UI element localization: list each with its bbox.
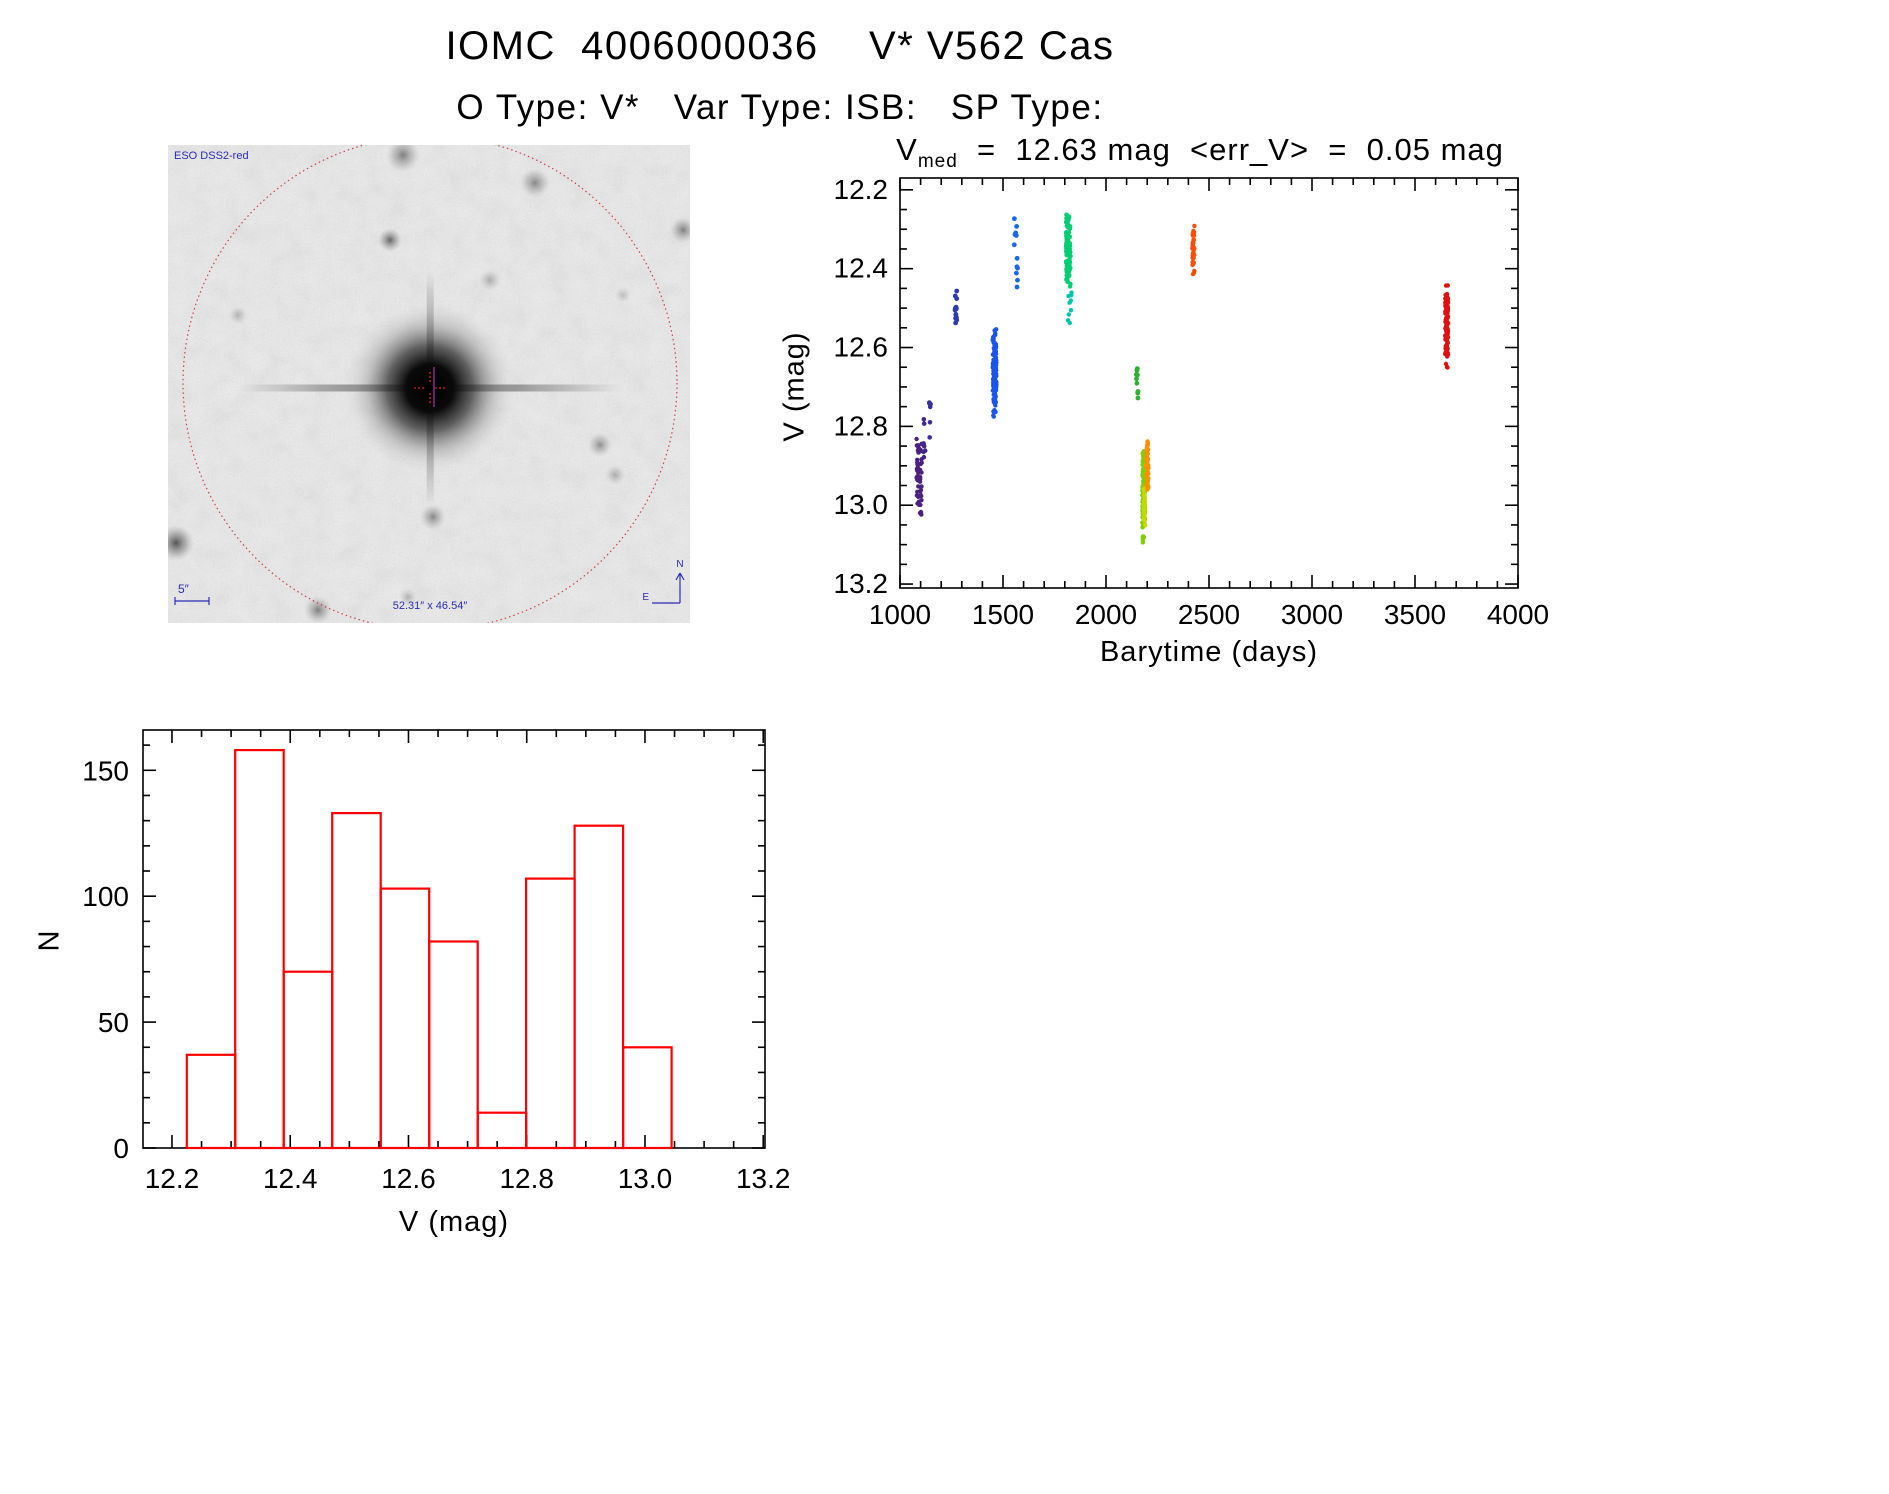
svg-text:12.4: 12.4 — [834, 253, 889, 284]
vmed-subscript: med — [917, 151, 958, 173]
svg-text:12.6: 12.6 — [381, 1163, 436, 1194]
lightcurve-plot: 1000 1500 2000 2500 3000 3500 4000 12.2 12.4 12.6… — [834, 174, 1550, 630]
svg-text:100: 100 — [82, 881, 129, 912]
compass-east-label: E — [642, 592, 649, 603]
svg-text:4000: 4000 — [1487, 599, 1549, 630]
compass-north-label: N — [676, 559, 683, 570]
svg-text:12.8: 12.8 — [499, 1163, 554, 1194]
svg-text:2500: 2500 — [1178, 599, 1240, 630]
survey-label: ESO DSS2-red — [174, 150, 249, 162]
svg-text:0: 0 — [113, 1133, 129, 1164]
vmed-symbol: V — [896, 132, 918, 167]
field-stars — [168, 145, 690, 623]
svg-text:13.2: 13.2 — [736, 1163, 791, 1194]
page-subtitle: O Type: V* Var Type: ISB: SP Type: — [456, 88, 1104, 127]
svg-text:12.8: 12.8 — [834, 410, 889, 441]
svg-text:12.6: 12.6 — [834, 332, 889, 363]
lc-axes — [899, 178, 1519, 588]
vmed-value-text: = 12.63 mag <err_V> = 0.05 mag — [957, 132, 1504, 167]
svg-text:12.2: 12.2 — [834, 174, 889, 205]
page-title: IOMC 4006000036 V* V562 Cas — [445, 24, 1115, 68]
target-star — [238, 271, 622, 505]
svg-text:1500: 1500 — [972, 599, 1034, 630]
svg-text:13.0: 13.0 — [834, 489, 889, 520]
lightcurve-stats: Vmed = 12.63 mag <err_V> = 0.05 mag — [800, 132, 1600, 173]
svg-text:13.0: 13.0 — [618, 1163, 673, 1194]
lightcurve-ylabel: V (mag) — [778, 331, 811, 442]
finding-chart: ESO DSS2-red 5″ 52.31″ x 46.54″ N E — [168, 145, 690, 623]
hist-bars — [185, 748, 673, 1150]
scale-bar-label: 5″ — [178, 582, 190, 596]
scale-bar — [174, 597, 210, 605]
svg-text:12.2: 12.2 — [145, 1163, 200, 1194]
histogram-plot: 12.2 12.4 12.6 12.8 13.0 13.2 0 50 100 150 — [82, 729, 791, 1194]
svg-text:2000: 2000 — [1075, 599, 1137, 630]
svg-text:13.2: 13.2 — [834, 568, 889, 599]
svg-text:3500: 3500 — [1384, 599, 1446, 630]
field-size-label: 52.31″ x 46.54″ — [393, 600, 468, 612]
lightcurve-xlabel: Barytime (days) — [1099, 636, 1319, 668]
svg-text:150: 150 — [82, 755, 129, 786]
aperture-circle — [182, 145, 678, 623]
svg-text:50: 50 — [98, 1007, 129, 1038]
svg-text:1000: 1000 — [869, 599, 931, 630]
histogram-ylabel: N — [33, 929, 66, 952]
histogram-xlabel: V (mag) — [398, 1206, 510, 1238]
target-crosshair-icon — [414, 367, 446, 407]
lc-points — [914, 212, 1451, 545]
svg-text:3000: 3000 — [1281, 599, 1343, 630]
compass-icon — [652, 572, 685, 604]
svg-text:12.4: 12.4 — [263, 1163, 318, 1194]
